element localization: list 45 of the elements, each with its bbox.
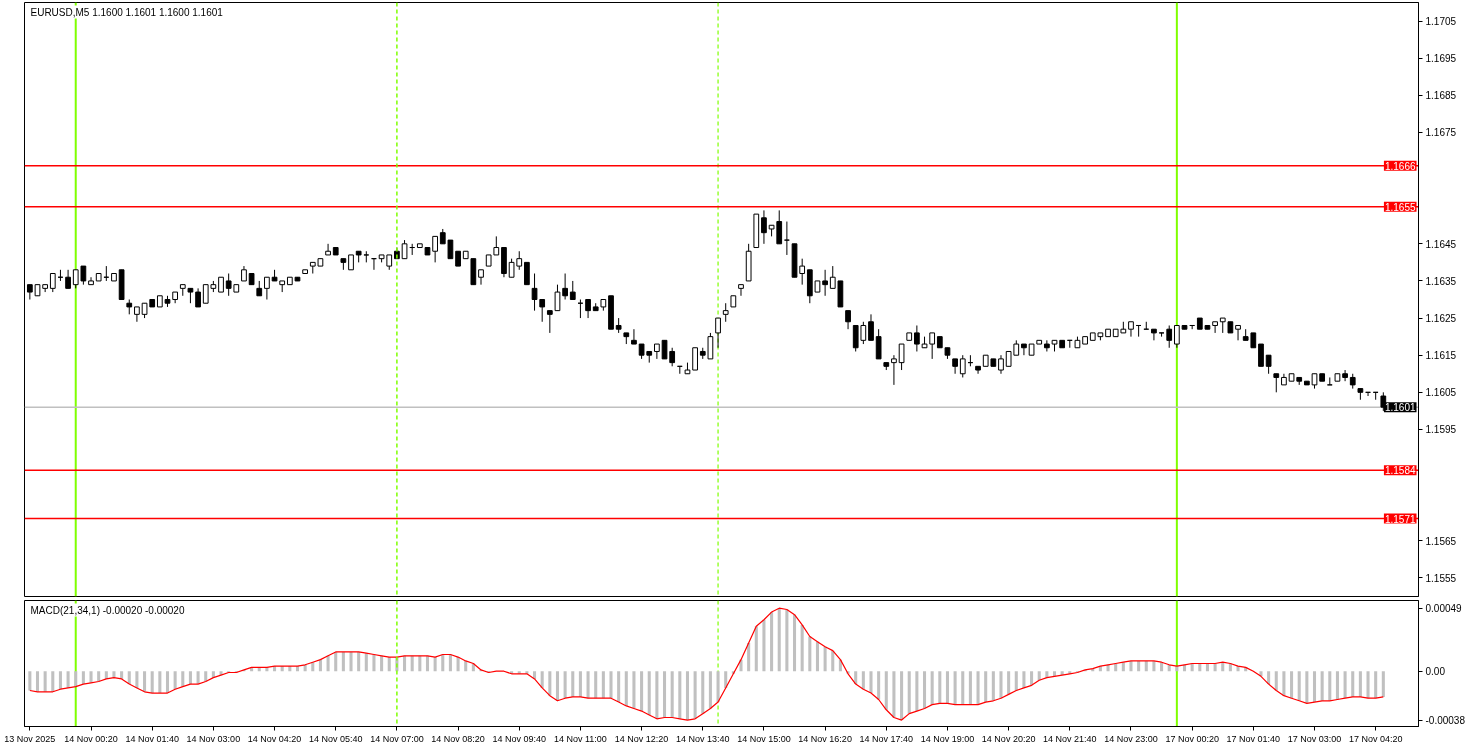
x-tick-label: 14 Nov 05:40 bbox=[308, 733, 363, 744]
y-tick-label: 1.1605 bbox=[1425, 387, 1457, 399]
y-tick-label: 1.1595 bbox=[1425, 424, 1457, 436]
y-tick-label: 1.1615 bbox=[1425, 350, 1457, 362]
x-tick-label: 14 Nov 20:20 bbox=[981, 733, 1036, 744]
x-tick-label: 17 Nov 01:40 bbox=[1226, 733, 1281, 744]
y-tick-label: 0.00 bbox=[1425, 666, 1446, 678]
x-tick-label: 14 Nov 11:00 bbox=[553, 733, 607, 744]
ref-line-label: 1.1571 bbox=[1384, 513, 1416, 525]
x-tick-label: 14 Nov 00:20 bbox=[64, 733, 118, 744]
x-tick-label: 14 Nov 08:20 bbox=[431, 733, 485, 744]
x-tick-label: 14 Nov 17:40 bbox=[859, 733, 914, 744]
y-tick-label: 1.1565 bbox=[1425, 535, 1457, 547]
x-tick-label: 14 Nov 09:40 bbox=[492, 733, 547, 744]
x-tick-label: 14 Nov 19:00 bbox=[920, 733, 975, 744]
ref-line-label: 1.1584 bbox=[1384, 465, 1416, 477]
y-tick-label: 1.1685 bbox=[1425, 90, 1457, 102]
ref-line-label: 1.1655 bbox=[1384, 201, 1416, 213]
x-tick-label: 14 Nov 13:40 bbox=[676, 733, 730, 744]
x-tick-label: 17 Nov 03:00 bbox=[1287, 733, 1342, 744]
ref-line-label: 1.1601 bbox=[1384, 402, 1416, 414]
x-tick-label: 14 Nov 12:20 bbox=[614, 733, 669, 744]
x-tick-label: 14 Nov 01:40 bbox=[125, 733, 179, 744]
x-tick-label: 13 Nov 2025 bbox=[4, 733, 56, 744]
x-tick-label: 14 Nov 15:00 bbox=[737, 733, 791, 744]
x-tick-label: 17 Nov 00:20 bbox=[1165, 733, 1219, 744]
chart-title: EURUSD,M5 1.1600 1.1601 1.1600 1.1601 bbox=[30, 6, 224, 18]
y-tick-label: -0.00038 bbox=[1425, 715, 1466, 727]
y-tick-label: 1.1675 bbox=[1425, 127, 1457, 139]
x-tick-label: 14 Nov 21:40 bbox=[1043, 733, 1097, 744]
x-tick-label: 14 Nov 07:00 bbox=[370, 733, 424, 744]
y-tick-label: 1.1645 bbox=[1425, 238, 1457, 250]
ref-line-label: 1.1666 bbox=[1384, 160, 1416, 172]
y-tick-label: 1.1635 bbox=[1425, 275, 1457, 287]
y-tick-label: 1.1705 bbox=[1425, 16, 1457, 28]
chart-title: MACD(21,34,1) -0.00020 -0.00020 bbox=[30, 604, 185, 616]
x-tick-label: 14 Nov 16:20 bbox=[798, 733, 852, 744]
x-tick-label: 14 Nov 23:00 bbox=[1104, 733, 1158, 744]
y-tick-label: 1.1695 bbox=[1425, 53, 1457, 65]
y-tick-label: 1.1555 bbox=[1425, 572, 1457, 584]
y-tick-label: 0.00049 bbox=[1425, 603, 1463, 615]
x-tick-label: 14 Nov 03:00 bbox=[186, 733, 241, 744]
x-tick-label: 14 Nov 04:20 bbox=[247, 733, 302, 744]
x-tick-label: 17 Nov 04:20 bbox=[1348, 733, 1403, 744]
y-tick-label: 1.1625 bbox=[1425, 313, 1457, 325]
